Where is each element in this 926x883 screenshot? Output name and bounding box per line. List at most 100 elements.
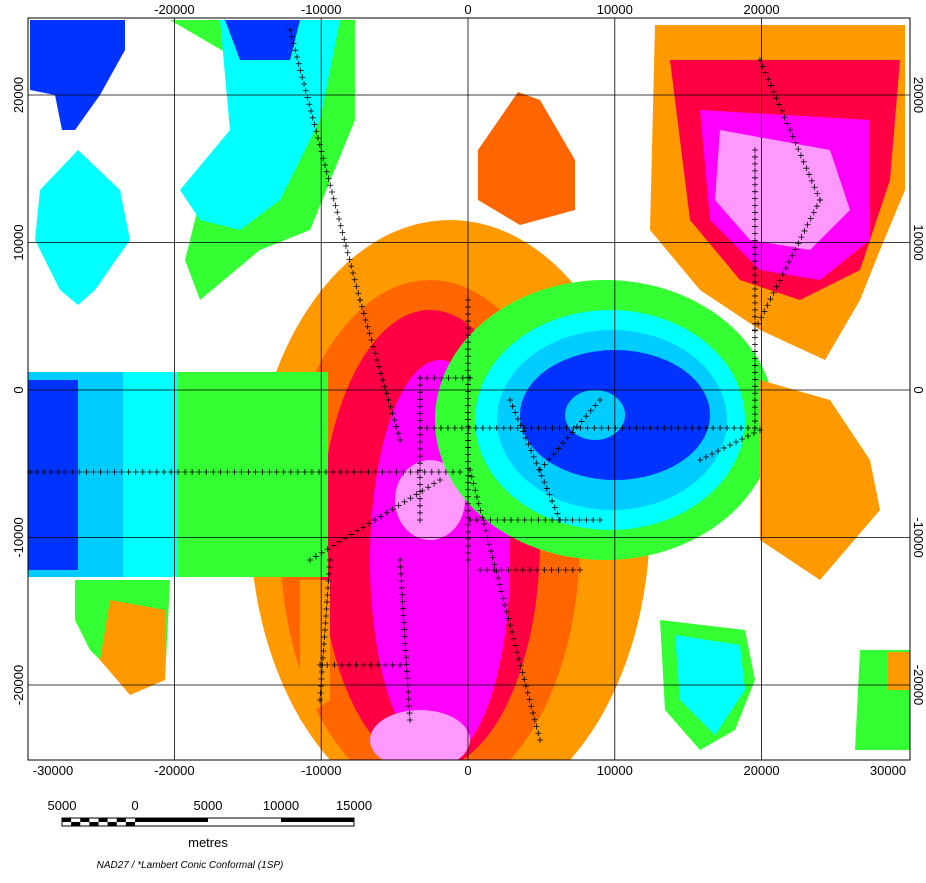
graticule <box>28 18 910 760</box>
sample-point <box>383 390 390 397</box>
sample-point <box>324 599 330 605</box>
scale-check <box>89 822 99 826</box>
sample-point <box>379 469 386 475</box>
sample-point <box>325 175 332 182</box>
x-tick-label: -20000 <box>154 2 194 17</box>
sample-point <box>397 570 404 577</box>
sample-point <box>470 480 477 487</box>
sample-point <box>417 410 423 417</box>
sample-point <box>337 469 344 475</box>
sample-point <box>311 121 318 128</box>
sample-point <box>507 425 514 431</box>
sample-point <box>334 209 341 216</box>
sample-point <box>752 160 758 167</box>
sample-point <box>752 244 758 251</box>
sample-point <box>302 87 309 94</box>
sample-point <box>292 47 299 54</box>
sample-point <box>372 469 379 475</box>
sample-point <box>479 425 486 431</box>
sample-point <box>697 457 703 463</box>
sample-point <box>751 430 757 436</box>
sample-point <box>548 567 555 573</box>
sample-point <box>523 683 529 689</box>
sample-point <box>542 517 549 523</box>
sample-point <box>417 424 423 431</box>
sample-point <box>550 450 557 457</box>
scale-check <box>80 818 90 822</box>
sample-point <box>435 469 442 475</box>
sample-point <box>528 447 535 454</box>
sample-point <box>406 703 413 710</box>
scale-unit: metres <box>188 835 228 850</box>
sample-point <box>745 433 751 439</box>
sample-point <box>330 469 337 475</box>
sample-point <box>752 265 758 272</box>
sample-point <box>472 487 479 494</box>
y-tick-label: -10000 <box>11 517 26 557</box>
sample-point <box>449 469 456 475</box>
sample-point <box>468 473 475 480</box>
sample-point <box>393 423 400 430</box>
sample-point <box>520 428 527 435</box>
sample-point <box>287 469 294 475</box>
sample-point <box>576 517 583 523</box>
sample-point <box>351 469 358 475</box>
sample-point <box>752 341 758 348</box>
sample-point <box>519 567 526 573</box>
x-tick-label: 0 <box>464 2 471 17</box>
sample-point <box>125 469 132 475</box>
y-tick-label: 20000 <box>911 77 926 113</box>
sample-point <box>519 669 526 676</box>
sample-point <box>402 640 409 647</box>
sample-point <box>348 531 355 538</box>
sample-point <box>551 504 558 511</box>
sample-point <box>324 592 331 598</box>
sample-point <box>795 240 802 247</box>
sample-point <box>385 397 392 403</box>
sample-point <box>280 469 287 475</box>
sample-point <box>400 605 407 612</box>
sample-point <box>474 494 480 500</box>
sample-point <box>374 357 381 363</box>
sample-point <box>379 377 386 383</box>
sample-point <box>368 337 375 343</box>
sample-point <box>776 101 783 108</box>
sample-point <box>758 314 765 321</box>
sample-point <box>573 423 580 430</box>
sample-point <box>413 491 420 498</box>
sample-point <box>792 139 799 146</box>
sample-point <box>525 441 532 448</box>
sample-point <box>401 626 408 633</box>
sample-point <box>473 517 480 523</box>
sample-point <box>546 491 553 498</box>
scale-check <box>107 822 117 826</box>
sample-point <box>591 425 598 431</box>
sample-point <box>399 591 406 598</box>
sample-point <box>313 128 320 135</box>
sample-point <box>323 613 329 619</box>
sample-point <box>34 469 41 475</box>
sample-point <box>509 629 515 635</box>
sample-point <box>322 162 328 168</box>
sample-point <box>592 402 599 409</box>
sample-point <box>330 195 337 202</box>
sample-point <box>306 101 313 108</box>
sample-point <box>353 283 360 290</box>
sample-point <box>541 461 548 468</box>
x-tick-label: -10000 <box>301 763 341 778</box>
sample-point <box>338 662 345 668</box>
sample-point <box>757 57 763 63</box>
sample-point <box>487 517 494 523</box>
sample-point <box>481 521 487 527</box>
sample-point <box>798 234 805 241</box>
sample-point <box>724 425 731 431</box>
sample-point <box>417 495 423 502</box>
sample-point <box>153 469 160 475</box>
x-tick-label: 20000 <box>744 763 780 778</box>
sample-point <box>83 469 90 475</box>
sample-point <box>527 567 533 573</box>
sample-point <box>537 737 543 743</box>
sample-point <box>360 662 367 668</box>
sample-point <box>402 647 409 654</box>
